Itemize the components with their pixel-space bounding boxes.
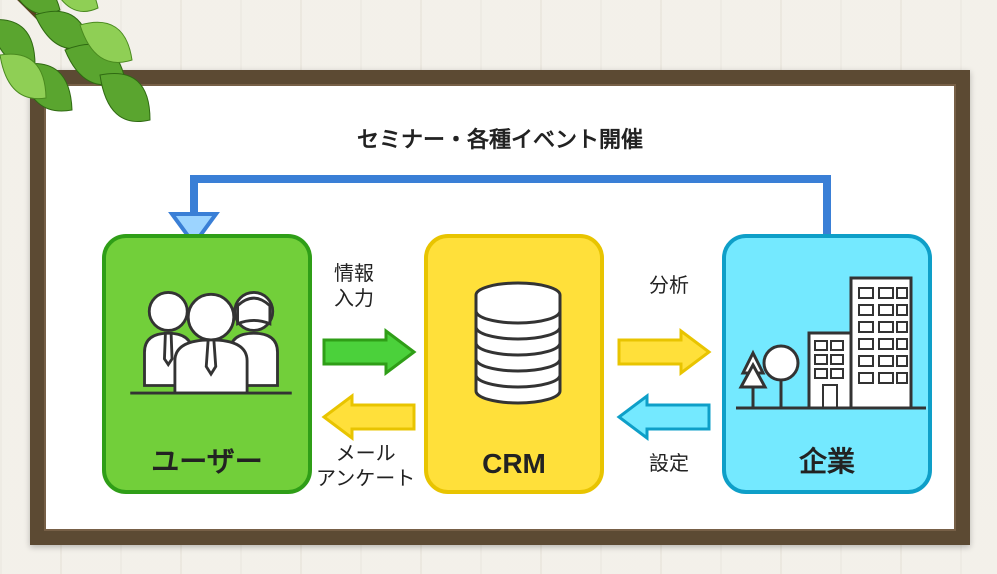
label-setting: 設定 — [649, 452, 689, 477]
people-icon — [116, 258, 306, 418]
crm-node: CRM — [424, 234, 604, 494]
diagram-canvas: セミナー・各種イベント開催 — [44, 84, 956, 531]
label-info-input: 情報入力 — [334, 262, 374, 312]
user-node-label: ユーザー — [106, 440, 308, 480]
arrow-user-to-crm — [324, 329, 414, 375]
diagram-frame: セミナー・各種イベント開催 — [30, 70, 970, 545]
database-icon — [458, 268, 578, 418]
user-node: ユーザー — [102, 234, 312, 494]
label-mail-survey: メールアンケート — [316, 442, 415, 492]
crm-node-label: CRM — [428, 448, 600, 480]
company-node: 企業 — [722, 234, 932, 494]
top-arrow-label: セミナー・各種イベント開催 — [44, 126, 956, 154]
arrow-crm-to-user — [324, 394, 414, 440]
label-analysis: 分析 — [649, 274, 689, 299]
buildings-icon — [731, 258, 931, 428]
arrow-company-to-crm — [619, 394, 709, 440]
arrow-crm-to-company — [619, 329, 709, 375]
company-node-label: 企業 — [726, 440, 928, 480]
